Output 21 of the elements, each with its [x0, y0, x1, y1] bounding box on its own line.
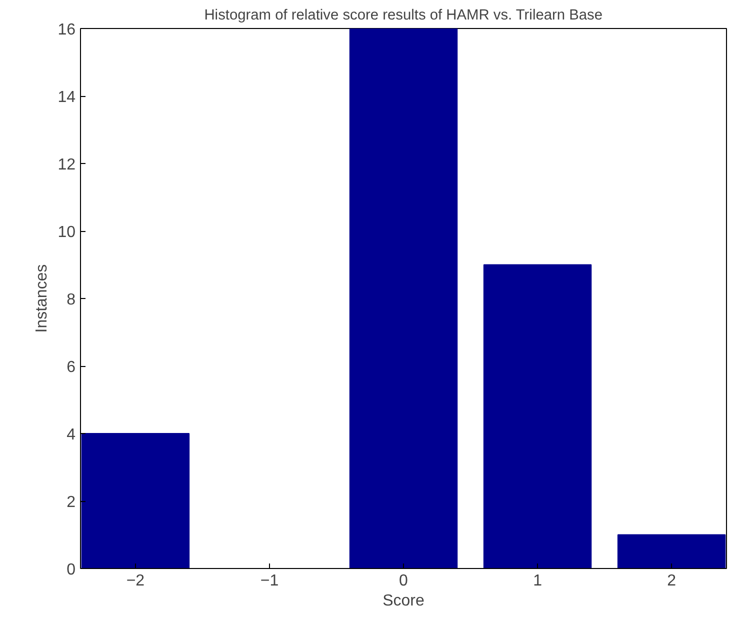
bar — [81, 433, 190, 568]
bar — [349, 28, 458, 568]
y-tick-label: 14 — [58, 89, 76, 106]
x-tick-label: −2 — [126, 572, 145, 590]
x-tick-label: 1 — [533, 572, 542, 590]
bar — [617, 534, 726, 568]
bar — [483, 264, 592, 568]
y-tick-label: 0 — [66, 562, 76, 578]
chart-title: Histogram of relative score results of HAMR vs. Trilearn Base — [204, 8, 603, 24]
y-tick-label: 6 — [66, 359, 76, 376]
y-tick-label: 8 — [66, 292, 76, 308]
y-tick-label: 4 — [66, 426, 76, 444]
x-tick-label: −1 — [260, 572, 279, 590]
y-tick-label: 16 — [58, 22, 76, 38]
y-tick-label: 10 — [58, 224, 76, 241]
y-tick-label: 2 — [66, 494, 76, 511]
x-tick-label: 0 — [399, 572, 408, 590]
y-tick-label: 12 — [58, 156, 76, 174]
x-tick-label: 2 — [667, 572, 676, 590]
x-axis-title: Score — [382, 592, 424, 610]
y-axis-title: Instances — [34, 264, 51, 333]
